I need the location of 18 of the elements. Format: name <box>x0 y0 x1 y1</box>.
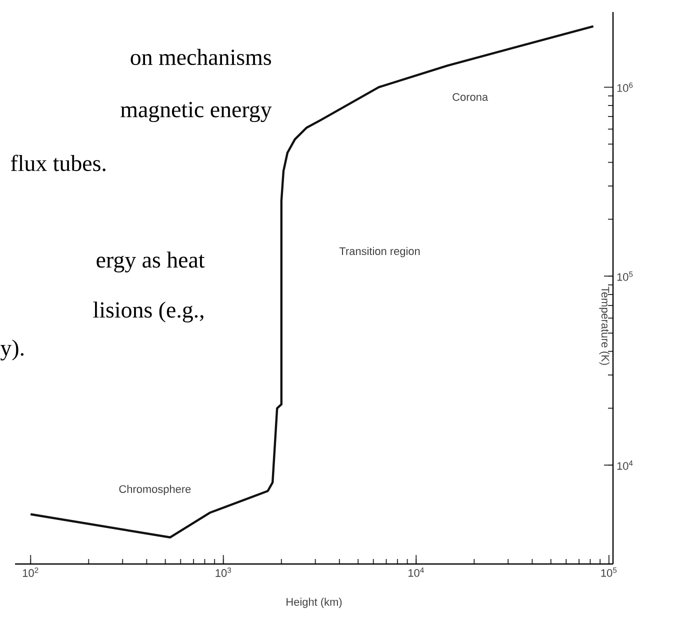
annotation: lisions (e.g., <box>93 302 204 322</box>
y-tick-label: 10$^{4}$ <box>617 460 633 470</box>
x-axis-title: Height (km) <box>286 598 342 608</box>
x-tick-label: 10$^{2}$ <box>22 568 38 577</box>
annotation: y). <box>0 340 24 360</box>
annotation: Chromosphere <box>119 484 191 496</box>
annotation: magnetic energy <box>120 102 272 122</box>
annotation: on mechanisms <box>130 48 271 66</box>
x-tick-label: 10$^{3}$ <box>216 568 232 577</box>
y-tick-label: 10$^{5}$ <box>617 272 633 281</box>
annotation: ergy as heat <box>96 252 205 272</box>
y-axis-title: Temperature (K) <box>599 286 610 365</box>
annotation: flux tubes. <box>10 154 106 172</box>
y-tick-label: 10$^{6}$ <box>617 82 633 92</box>
annotation: Transition region <box>339 247 420 258</box>
x-tick-label: 10$^{5}$ <box>601 568 617 577</box>
annotation: Corona <box>452 93 488 101</box>
x-tick-label: 10$^{4}$ <box>408 568 424 577</box>
